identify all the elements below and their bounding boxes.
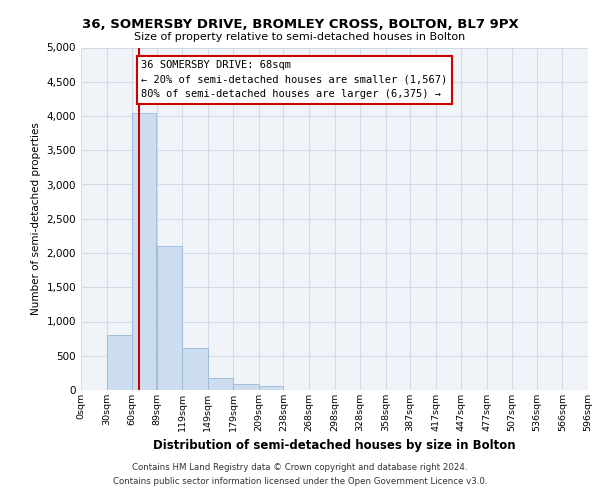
Bar [107, 335, 132, 390]
Text: 36 SOMERSBY DRIVE: 68sqm
← 20% of semi-detached houses are smaller (1,567)
80% o: 36 SOMERSBY DRIVE: 68sqm ← 20% of semi-d… [142, 60, 448, 100]
Text: Contains HM Land Registry data © Crown copyright and database right 2024.: Contains HM Land Registry data © Crown c… [132, 464, 468, 472]
Text: Size of property relative to semi-detached houses in Bolton: Size of property relative to semi-detach… [134, 32, 466, 42]
Bar [208, 378, 233, 390]
X-axis label: Distribution of semi-detached houses by size in Bolton: Distribution of semi-detached houses by … [153, 440, 516, 452]
Bar [259, 386, 283, 390]
Text: 36, SOMERSBY DRIVE, BROMLEY CROSS, BOLTON, BL7 9PX: 36, SOMERSBY DRIVE, BROMLEY CROSS, BOLTO… [82, 18, 518, 30]
Text: Contains public sector information licensed under the Open Government Licence v3: Contains public sector information licen… [113, 477, 487, 486]
Bar [233, 384, 259, 390]
Bar [157, 246, 182, 390]
Bar [132, 112, 157, 390]
Y-axis label: Number of semi-detached properties: Number of semi-detached properties [31, 122, 41, 315]
Bar [182, 348, 208, 390]
